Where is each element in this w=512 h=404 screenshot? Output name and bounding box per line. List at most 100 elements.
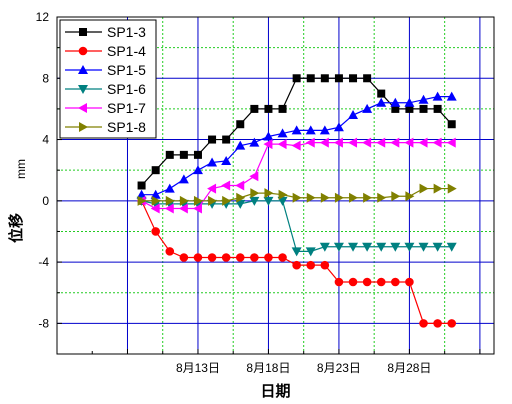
series-sp1-7: [136, 137, 456, 214]
legend-marker: [78, 85, 88, 94]
data-point: [179, 253, 189, 262]
data-point: [349, 192, 359, 203]
data-point: [250, 104, 259, 113]
data-point: [376, 242, 387, 252]
data-point: [192, 203, 202, 214]
data-point: [363, 192, 373, 203]
data-point: [292, 260, 301, 270]
data-point: [278, 104, 287, 113]
data-point: [165, 247, 175, 256]
series-sp1-8: [137, 183, 457, 206]
data-point: [193, 195, 203, 206]
data-point: [362, 103, 373, 113]
data-point: [278, 253, 287, 262]
legend-marker: [78, 46, 88, 56]
legend-marker: [78, 103, 87, 113]
data-point: [221, 253, 231, 262]
data-point: [305, 247, 316, 257]
data-point: [207, 253, 217, 262]
data-point: [250, 188, 260, 199]
data-point: [319, 125, 330, 135]
data-point: [377, 192, 387, 203]
data-point: [193, 150, 202, 159]
data-point: [291, 247, 302, 257]
legend-label: SP1-5: [107, 62, 146, 78]
data-point: [390, 97, 401, 107]
data-point: [291, 125, 302, 135]
data-point: [432, 137, 442, 148]
data-point: [419, 183, 429, 194]
data-point: [376, 97, 387, 107]
data-point: [391, 104, 400, 113]
x-tick-labels: 8月13日 8月18日 8月23日 8月28日: [176, 361, 431, 375]
data-point: [291, 140, 301, 151]
data-point: [264, 253, 273, 262]
data-point: [249, 196, 260, 206]
plot-area: [56, 16, 495, 355]
y-tick-label: -4: [38, 255, 49, 269]
data-point: [390, 242, 401, 252]
data-point: [164, 183, 175, 193]
data-point: [334, 192, 344, 203]
data-point: [306, 74, 315, 83]
data-point: [192, 165, 203, 175]
legend-item: SP1-4: [65, 43, 146, 59]
legend-item: SP1-5: [65, 62, 146, 78]
data-point: [193, 253, 203, 262]
data-point: [391, 277, 400, 287]
data-point: [250, 253, 259, 262]
data-point: [249, 171, 259, 182]
data-point: [377, 89, 386, 98]
y-axis-label: 位移: [7, 213, 25, 243]
series-layer: [136, 74, 457, 328]
data-point: [277, 196, 288, 206]
data-point: [208, 195, 218, 206]
x-tick-label: 8月18日: [246, 361, 290, 375]
data-point: [137, 195, 147, 206]
y-axis-unit: mm: [14, 159, 28, 179]
data-point: [363, 74, 372, 83]
legend-label: SP1-4: [107, 43, 146, 59]
data-point: [178, 174, 189, 184]
data-point: [418, 94, 429, 104]
legend-marker: [79, 122, 88, 132]
data-point: [334, 277, 344, 287]
data-point: [150, 189, 161, 199]
series-sp1-5: [136, 91, 457, 199]
data-point: [264, 104, 273, 113]
data-point: [446, 91, 457, 101]
data-point: [404, 242, 415, 252]
data-point: [362, 242, 373, 252]
legend-marker: [79, 28, 87, 36]
legend-label: SP1-6: [107, 81, 146, 97]
data-point: [433, 319, 442, 328]
data-point: [418, 242, 429, 252]
data-point: [333, 122, 344, 132]
data-point: [348, 242, 359, 252]
data-point: [305, 125, 316, 135]
legend-label: SP1-8: [107, 119, 146, 135]
data-point: [150, 203, 160, 214]
x-tick-label: 8月13日: [176, 361, 220, 375]
axis-ticks: [56, 16, 481, 355]
data-point: [447, 120, 456, 129]
data-point: [221, 180, 231, 191]
data-point: [319, 242, 330, 252]
data-point: [207, 157, 218, 167]
data-point: [447, 319, 457, 328]
data-point: [419, 104, 428, 113]
data-point: [165, 195, 175, 206]
plot-frame: [56, 16, 495, 355]
data-point: [348, 137, 358, 148]
data-point: [292, 74, 301, 83]
data-point: [249, 137, 260, 147]
data-point: [278, 189, 288, 200]
data-point: [390, 137, 400, 148]
data-point: [277, 128, 288, 138]
legend-item: SP1-7: [65, 100, 146, 116]
x-tick-label: 8月28日: [387, 361, 431, 375]
data-point: [306, 192, 316, 203]
legend-box: [59, 19, 157, 139]
data-point: [405, 277, 414, 287]
